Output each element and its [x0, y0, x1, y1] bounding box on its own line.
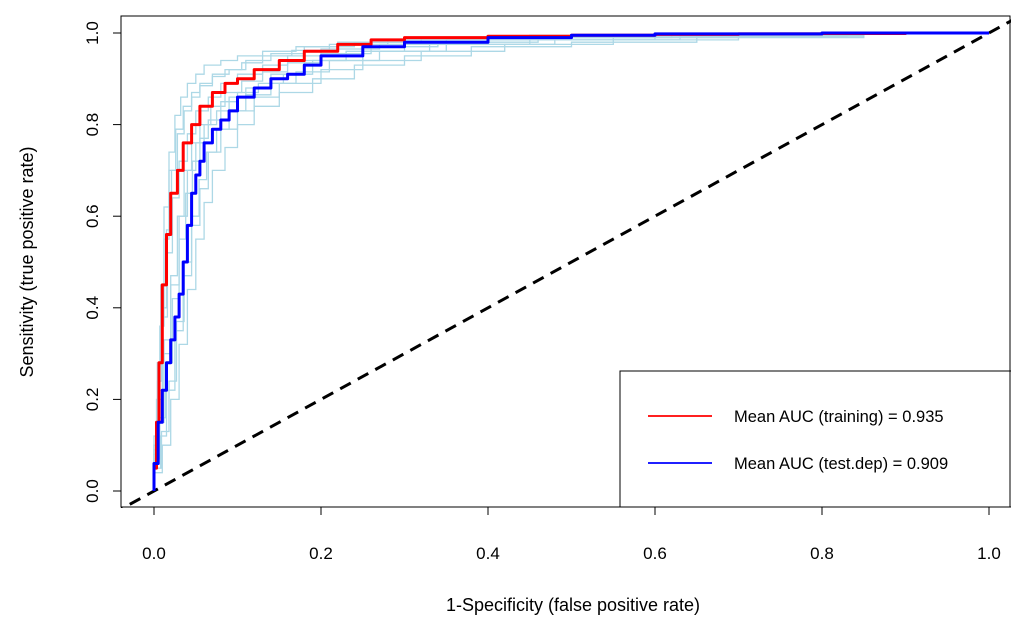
x-tick-label: 1.0	[977, 544, 1001, 563]
mean-curves	[152, 31, 989, 491]
x-tick-label: 0.0	[142, 544, 166, 563]
x-tick-label: 0.6	[643, 544, 667, 563]
replicate-curve-5	[153, 32, 989, 491]
mean-curve-2	[152, 31, 989, 491]
legend-label-2: Mean AUC (test.dep) = 0.909	[734, 455, 948, 473]
y-axis: 0.0 0.2 0.4 0.6 0.8 1.0	[83, 21, 121, 503]
y-tick-label: 0.8	[83, 113, 102, 137]
y-tick-label: 1.0	[83, 21, 102, 45]
y-tick-label: 0.0	[83, 479, 102, 503]
reference-diagonal	[121, 19, 1011, 508]
y-tick-label: 0.4	[83, 296, 102, 320]
x-tick-label: 0.8	[810, 544, 834, 563]
x-axis-title: 1-Specificity (false positive rate)	[446, 595, 700, 615]
y-axis-title: Sensitivity (true positive rate)	[17, 146, 37, 377]
legend-box	[619, 370, 1011, 508]
y-tick-label: 0.2	[83, 388, 102, 412]
legend: Mean AUC (training) = 0.935 Mean AUC (tes…	[619, 370, 1011, 508]
reference-diagonal-line	[121, 19, 1011, 508]
x-tick-label: 0.4	[476, 544, 500, 563]
legend-label-1: Mean AUC (training) = 0.935	[734, 408, 944, 426]
x-axis: 0.0 0.2 0.4 0.6 0.8 1.0	[142, 507, 1001, 563]
plot-frame	[120, 15, 1011, 508]
y-tick-label: 0.6	[83, 204, 102, 228]
x-tick-label: 0.2	[309, 544, 333, 563]
